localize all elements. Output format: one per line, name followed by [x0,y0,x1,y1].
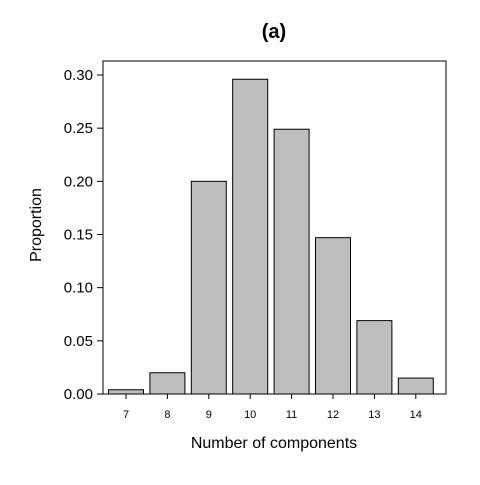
y-tick-label-0.30: 0.30 [64,67,93,84]
x-tick-label-10: 10 [244,409,256,421]
y-tick-label-0.25: 0.25 [64,120,93,137]
plot-frame [102,60,447,395]
bar-9 [190,180,227,395]
y-tick-label-0.15: 0.15 [64,227,93,244]
x-axis-title: Number of components [191,435,357,452]
x-tick-label-8: 8 [164,409,170,421]
bar-8 [149,372,186,395]
y-tick-label-0.05: 0.05 [64,333,93,350]
bar-12 [315,237,351,395]
y-axis-title: Proportion [28,188,45,262]
y-tick-label-0.00: 0.00 [64,386,93,403]
x-tick-label-14: 14 [410,409,422,421]
x-tick-label-9: 9 [206,409,212,421]
bar-11 [273,128,310,395]
x-tick-label-11: 11 [286,409,297,421]
y-tick-label-0.10: 0.10 [64,280,93,297]
bar-13 [356,320,393,395]
bar-7 [108,389,144,395]
plot-area: 7 8 9 10 11 12 13 14 0.00 0.05 0.10 0.15 0.20 0.25 0.3… [64,60,447,421]
x-tick-label-7: 7 [123,409,129,421]
y-tick-label-0.20: 0.20 [64,173,93,190]
x-tick-label-12: 12 [327,409,339,421]
bar-10 [232,78,269,395]
x-tick-label-13: 13 [368,409,380,421]
bar-14 [397,377,434,395]
chart-title: (a) [262,21,286,43]
